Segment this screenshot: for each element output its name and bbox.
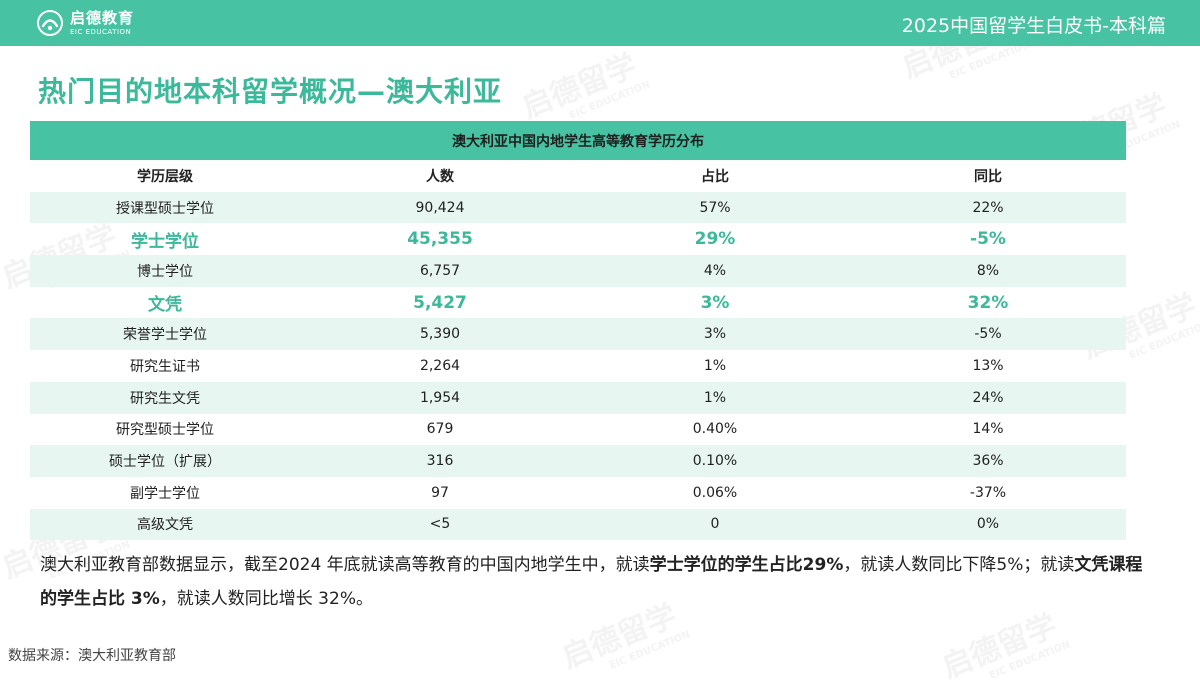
education-table: 澳大利亚中国内地学生高等教育学历分布 学历层级 人数 占比 同比 授课型硕士学位… — [30, 121, 1126, 541]
summary-part: ，就读人数同比增长 32%。 — [159, 589, 373, 609]
report-title: 2025中国留学生白皮书-本科篇 — [901, 15, 1166, 37]
cell-level: 研究型硕士学位 — [116, 422, 214, 439]
logo-icon — [36, 9, 64, 37]
cell-count: 5,427 — [413, 292, 467, 313]
cell-yoy: 24% — [972, 389, 1004, 406]
cell-share: 3% — [700, 292, 730, 313]
cell-count: 316 — [426, 453, 454, 470]
cell-yoy: 32% — [967, 292, 1009, 313]
summary-part: ，就读人数同比下降5%；就读 — [843, 555, 1075, 575]
logo-subtitle: EIC EDUCATION — [70, 27, 132, 36]
cell-level: 文凭 — [148, 295, 182, 316]
cell-yoy: 22% — [972, 199, 1004, 216]
cell-level: 副学士学位 — [130, 485, 200, 502]
table-row: 荣誉学士学位 5,390 3% -5% — [30, 318, 1126, 351]
cell-yoy: 14% — [972, 421, 1004, 438]
cell-level: 高级文凭 — [137, 517, 193, 534]
cell-yoy: 36% — [972, 453, 1004, 470]
cell-level: 学士学位 — [131, 231, 199, 252]
cell-share: 0.10% — [692, 453, 738, 470]
data-source: 数据来源：澳大利亚教育部 — [8, 648, 176, 664]
cell-share: 1% — [703, 357, 727, 374]
logo-name: 启德教育 — [70, 8, 135, 27]
column-header-count: 人数 — [426, 168, 454, 185]
cell-share: 0 — [710, 516, 720, 533]
table-row: 研究生文凭 1,954 1% 24% — [30, 381, 1126, 414]
cell-yoy: 0% — [976, 516, 1000, 533]
cell-count: 679 — [426, 421, 454, 438]
cell-yoy: 8% — [976, 262, 1000, 279]
cell-level: 荣誉学士学位 — [123, 327, 207, 344]
table-row: 研究型硕士学位 679 0.40% 14% — [30, 414, 1126, 446]
header-bar: 启德教育 EIC EDUCATION 2025中国留学生白皮书-本科篇 — [0, 0, 1200, 46]
page-title: 热门目的地本科留学概况—澳大利亚 — [38, 75, 503, 108]
cell-share: 1% — [703, 389, 727, 406]
cell-level: 博士学位 — [137, 263, 193, 280]
cell-count: 5,390 — [419, 326, 461, 343]
logo: 启德教育 EIC EDUCATION — [36, 7, 134, 39]
table-body: 授课型硕士学位 90,424 57% 22% 学士学位 45,355 29% -5% 博士学位 6… — [30, 191, 1126, 541]
cell-share: 0.06% — [692, 484, 738, 501]
cell-level: 硕士学位（扩展） — [109, 454, 221, 471]
column-header-level: 学历层级 — [137, 168, 193, 185]
cell-count: 97 — [431, 484, 449, 501]
table-row: 授课型硕士学位 90,424 57% 22% — [30, 191, 1126, 224]
cell-yoy: -5% — [970, 229, 1006, 250]
cell-yoy: -5% — [974, 326, 1002, 343]
cell-count: <5 — [429, 516, 451, 533]
cell-share: 0.40% — [692, 421, 738, 438]
table-row: 学士学位 45,355 29% -5% — [30, 223, 1126, 255]
cell-yoy: 13% — [972, 357, 1004, 374]
cell-share: 29% — [694, 229, 736, 250]
table-header-row: 学历层级 人数 占比 同比 — [30, 160, 1126, 192]
cell-level: 授课型硕士学位 — [116, 200, 214, 217]
cell-share: 4% — [703, 262, 727, 279]
column-header-share: 占比 — [701, 168, 729, 185]
cell-share: 57% — [699, 199, 731, 216]
table-row: 文凭 5,427 3% 32% — [30, 287, 1126, 319]
table-row: 高级文凭 <5 0 0% — [30, 508, 1126, 541]
cell-count: 90,424 — [415, 199, 465, 216]
table-caption: 澳大利亚中国内地学生高等教育学历分布 — [30, 121, 1126, 160]
table-row: 研究生证书 2,264 1% 13% — [30, 350, 1126, 382]
column-header-yoy: 同比 — [974, 168, 1002, 185]
summary-text: 澳大利亚教育部数据显示，截至2024 年底就读高等教育的中国内地学生中，就读学士… — [40, 548, 1150, 616]
summary-emphasis: 文凭课程的学生占比 3% — [40, 555, 1143, 609]
cell-count: 6,757 — [419, 262, 461, 279]
cell-count: 2,264 — [419, 357, 461, 374]
summary-emphasis: 学士学位的学生占比29% — [649, 555, 844, 575]
table-row: 博士学位 6,757 4% 8% — [30, 255, 1126, 287]
table-row: 硕士学位（扩展） 316 0.10% 36% — [30, 445, 1126, 477]
cell-yoy: -37% — [969, 484, 1007, 501]
cell-level: 研究生文凭 — [130, 390, 200, 407]
cell-count: 45,355 — [407, 229, 473, 250]
table-row: 副学士学位 97 0.06% -37% — [30, 477, 1126, 509]
cell-level: 研究生证书 — [130, 358, 200, 375]
cell-share: 3% — [703, 326, 727, 343]
cell-count: 1,954 — [419, 389, 461, 406]
summary-part: 澳大利亚教育部数据显示，截至2024 年底就读高等教育的中国内地学生中，就读 — [40, 555, 650, 575]
